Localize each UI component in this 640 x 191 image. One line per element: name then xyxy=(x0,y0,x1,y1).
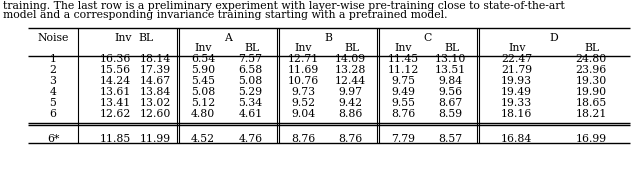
Text: Inv: Inv xyxy=(195,43,212,53)
Text: 9.04: 9.04 xyxy=(291,109,315,119)
Text: 4.76: 4.76 xyxy=(239,134,262,144)
Text: 13.28: 13.28 xyxy=(335,65,366,75)
Text: 13.51: 13.51 xyxy=(435,65,466,75)
Text: 16.99: 16.99 xyxy=(576,134,607,144)
Text: 13.84: 13.84 xyxy=(140,87,171,97)
Text: BL: BL xyxy=(585,43,600,53)
Text: 18.16: 18.16 xyxy=(501,109,532,119)
Text: 6: 6 xyxy=(49,109,56,119)
Text: 2: 2 xyxy=(49,65,56,75)
Text: 17.39: 17.39 xyxy=(140,65,171,75)
Text: 13.10: 13.10 xyxy=(435,54,466,64)
Text: 11.12: 11.12 xyxy=(387,65,419,75)
Text: 13.02: 13.02 xyxy=(140,98,171,108)
Text: 7.57: 7.57 xyxy=(239,54,262,64)
Text: 5.08: 5.08 xyxy=(238,76,262,86)
Text: 5: 5 xyxy=(49,98,56,108)
Text: 6.58: 6.58 xyxy=(238,65,262,75)
Text: C: C xyxy=(424,33,432,43)
Text: 19.93: 19.93 xyxy=(501,76,532,86)
Text: 9.52: 9.52 xyxy=(291,98,315,108)
Text: B: B xyxy=(324,33,332,43)
Text: 9.84: 9.84 xyxy=(438,76,463,86)
Text: 9.42: 9.42 xyxy=(339,98,363,108)
Text: 13.61: 13.61 xyxy=(100,87,131,97)
Text: 18.65: 18.65 xyxy=(576,98,607,108)
Text: 6.54: 6.54 xyxy=(191,54,215,64)
Text: Inv: Inv xyxy=(115,33,132,43)
Text: BL: BL xyxy=(138,33,154,43)
Text: 9.97: 9.97 xyxy=(339,87,362,97)
Text: 9.49: 9.49 xyxy=(391,87,415,97)
Text: D: D xyxy=(550,33,558,43)
Text: 12.60: 12.60 xyxy=(140,109,171,119)
Text: 5.08: 5.08 xyxy=(191,87,215,97)
Text: 9.73: 9.73 xyxy=(291,87,315,97)
Text: 16.84: 16.84 xyxy=(501,134,532,144)
Text: 23.96: 23.96 xyxy=(576,65,607,75)
Text: 11.69: 11.69 xyxy=(287,65,319,75)
Text: 15.56: 15.56 xyxy=(100,65,131,75)
Text: 7.79: 7.79 xyxy=(391,134,415,144)
Text: 19.90: 19.90 xyxy=(576,87,607,97)
Text: 8.67: 8.67 xyxy=(438,98,463,108)
Text: 18.14: 18.14 xyxy=(140,54,171,64)
Text: 9.75: 9.75 xyxy=(391,76,415,86)
Text: 14.24: 14.24 xyxy=(100,76,131,86)
Text: 19.30: 19.30 xyxy=(576,76,607,86)
Text: 5.34: 5.34 xyxy=(239,98,262,108)
Text: 22.47: 22.47 xyxy=(501,54,532,64)
Text: Inv: Inv xyxy=(295,43,312,53)
Text: 9.56: 9.56 xyxy=(438,87,463,97)
Text: 8.76: 8.76 xyxy=(291,134,315,144)
Text: 11.85: 11.85 xyxy=(100,134,131,144)
Text: 14.67: 14.67 xyxy=(140,76,171,86)
Text: 3: 3 xyxy=(49,76,56,86)
Text: 24.80: 24.80 xyxy=(576,54,607,64)
Text: 21.79: 21.79 xyxy=(501,65,532,75)
Text: Inv: Inv xyxy=(395,43,412,53)
Text: 5.45: 5.45 xyxy=(191,76,215,86)
Text: 4.52: 4.52 xyxy=(191,134,215,144)
Text: 13.41: 13.41 xyxy=(100,98,131,108)
Text: BL: BL xyxy=(345,43,360,53)
Text: 8.76: 8.76 xyxy=(391,109,415,119)
Text: 8.57: 8.57 xyxy=(438,134,463,144)
Text: 8.59: 8.59 xyxy=(438,109,463,119)
Text: 12.44: 12.44 xyxy=(335,76,366,86)
Text: 1: 1 xyxy=(49,54,56,64)
Text: 9.55: 9.55 xyxy=(391,98,415,108)
Text: 8.76: 8.76 xyxy=(339,134,363,144)
Text: BL: BL xyxy=(245,43,260,53)
Text: BL: BL xyxy=(445,43,460,53)
Text: 14.09: 14.09 xyxy=(335,54,366,64)
Text: 5.12: 5.12 xyxy=(191,98,215,108)
Text: 4.61: 4.61 xyxy=(238,109,262,119)
Text: Inv: Inv xyxy=(508,43,525,53)
Text: 16.36: 16.36 xyxy=(100,54,131,64)
Text: 4.80: 4.80 xyxy=(191,109,215,119)
Text: 4: 4 xyxy=(49,87,56,97)
Text: 6*: 6* xyxy=(47,134,59,144)
Text: 19.49: 19.49 xyxy=(501,87,532,97)
Text: 5.90: 5.90 xyxy=(191,65,215,75)
Text: 11.99: 11.99 xyxy=(140,134,171,144)
Text: A: A xyxy=(224,33,232,43)
Text: 18.21: 18.21 xyxy=(576,109,607,119)
Text: 5.29: 5.29 xyxy=(239,87,262,97)
Text: 12.71: 12.71 xyxy=(287,54,319,64)
Text: Noise: Noise xyxy=(37,33,68,43)
Text: 19.33: 19.33 xyxy=(501,98,532,108)
Text: 8.86: 8.86 xyxy=(339,109,363,119)
Text: training. The last row is a preliminary experiment with layer-wise pre-training : training. The last row is a preliminary … xyxy=(3,1,564,11)
Text: 10.76: 10.76 xyxy=(287,76,319,86)
Text: model and a corresponding invariance training starting with a pretrained model.: model and a corresponding invariance tra… xyxy=(3,10,447,20)
Text: 12.62: 12.62 xyxy=(100,109,131,119)
Text: 11.45: 11.45 xyxy=(387,54,419,64)
